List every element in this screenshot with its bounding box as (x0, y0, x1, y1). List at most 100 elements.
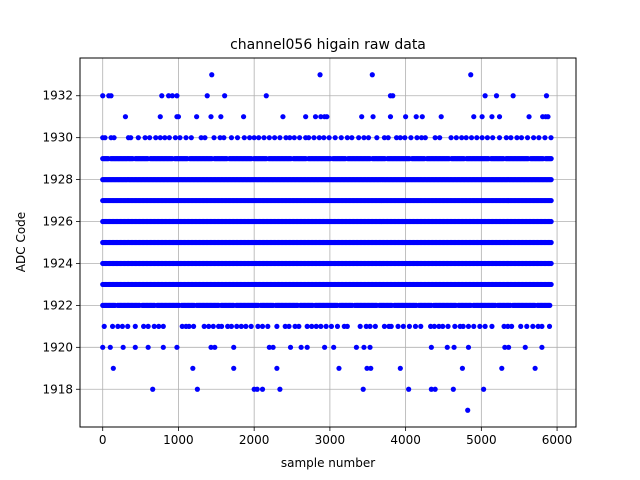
data-point (518, 323, 524, 329)
data-point (287, 344, 294, 350)
data-point (328, 323, 335, 329)
data-point (395, 323, 401, 329)
data-point (506, 344, 512, 350)
data-point (177, 135, 183, 141)
data-point (202, 135, 208, 141)
data-point (353, 344, 359, 350)
y-axis-label: ADC Code (14, 212, 28, 272)
data-point (502, 344, 508, 350)
data-point (115, 323, 121, 329)
data-point (518, 135, 525, 141)
data-point (432, 135, 438, 141)
data-point (166, 93, 172, 99)
data-point (208, 114, 214, 120)
data-point (428, 344, 434, 350)
data-point (153, 135, 159, 141)
data-point (459, 365, 466, 371)
data-point (234, 323, 240, 329)
data-point (338, 135, 344, 141)
data-point (428, 386, 434, 392)
data-point (539, 344, 545, 350)
data-point (418, 135, 425, 141)
data-point (408, 135, 414, 141)
data-point (321, 344, 328, 350)
data-point (323, 323, 329, 329)
data-point (481, 386, 487, 392)
data-point (543, 93, 550, 99)
data-point (367, 323, 373, 329)
y-tick-label: 1920 (42, 340, 73, 354)
data-point (159, 93, 165, 99)
data-point (365, 135, 372, 141)
data-point (190, 365, 196, 371)
data-point (344, 323, 350, 329)
data-point (318, 114, 324, 120)
data-point (274, 365, 280, 371)
data-point (361, 344, 367, 350)
data-point (332, 135, 338, 141)
data-point (440, 323, 446, 329)
data-point (484, 135, 490, 141)
data-point (363, 323, 369, 329)
data-point (413, 114, 419, 120)
data-point (496, 114, 503, 120)
data-point (231, 344, 237, 350)
data-point (385, 135, 391, 141)
data-point (539, 323, 545, 329)
data-point (172, 135, 179, 141)
data-point (474, 135, 480, 141)
data-point (369, 72, 375, 78)
data-point (219, 323, 225, 329)
data-point (198, 135, 204, 141)
data-point (210, 323, 216, 329)
data-point (437, 135, 443, 141)
data-point (283, 135, 289, 141)
data-point (530, 323, 536, 329)
data-point (194, 386, 200, 392)
data-point (356, 135, 362, 141)
data-point (125, 323, 131, 329)
data-point (296, 323, 302, 329)
data-point (306, 135, 312, 141)
data-point (201, 323, 207, 329)
data-point (266, 344, 272, 350)
data-point (364, 365, 370, 371)
data-point (166, 135, 172, 141)
data-point (509, 323, 515, 329)
data-point (524, 323, 530, 329)
data-point (460, 323, 466, 329)
data-point (206, 323, 212, 329)
y-tick-label: 1928 (42, 173, 73, 187)
data-point (548, 239, 554, 246)
data-point (496, 135, 503, 141)
data-point (225, 323, 231, 329)
data-point (169, 93, 175, 99)
data-point (548, 197, 554, 204)
data-point (270, 344, 276, 350)
data-point (228, 323, 235, 329)
data-point (110, 365, 116, 371)
data-point (508, 135, 514, 141)
data-point (277, 386, 283, 392)
data-point (287, 135, 293, 141)
data-point (142, 135, 148, 141)
data-point (280, 114, 286, 120)
data-point (324, 114, 330, 120)
data-point (468, 72, 474, 78)
data-point (291, 135, 297, 141)
data-point (272, 135, 278, 141)
data-point (282, 323, 288, 329)
data-point (336, 365, 342, 371)
data-point (274, 323, 280, 329)
data-point (174, 344, 180, 350)
data-point (228, 135, 235, 141)
data-point (450, 386, 456, 392)
data-point (374, 135, 380, 141)
x-tick-label: 3000 (315, 433, 346, 447)
data-point (479, 135, 485, 141)
data-point (309, 323, 315, 329)
data-point (542, 135, 548, 141)
data-point (438, 114, 444, 120)
data-point (419, 114, 425, 120)
